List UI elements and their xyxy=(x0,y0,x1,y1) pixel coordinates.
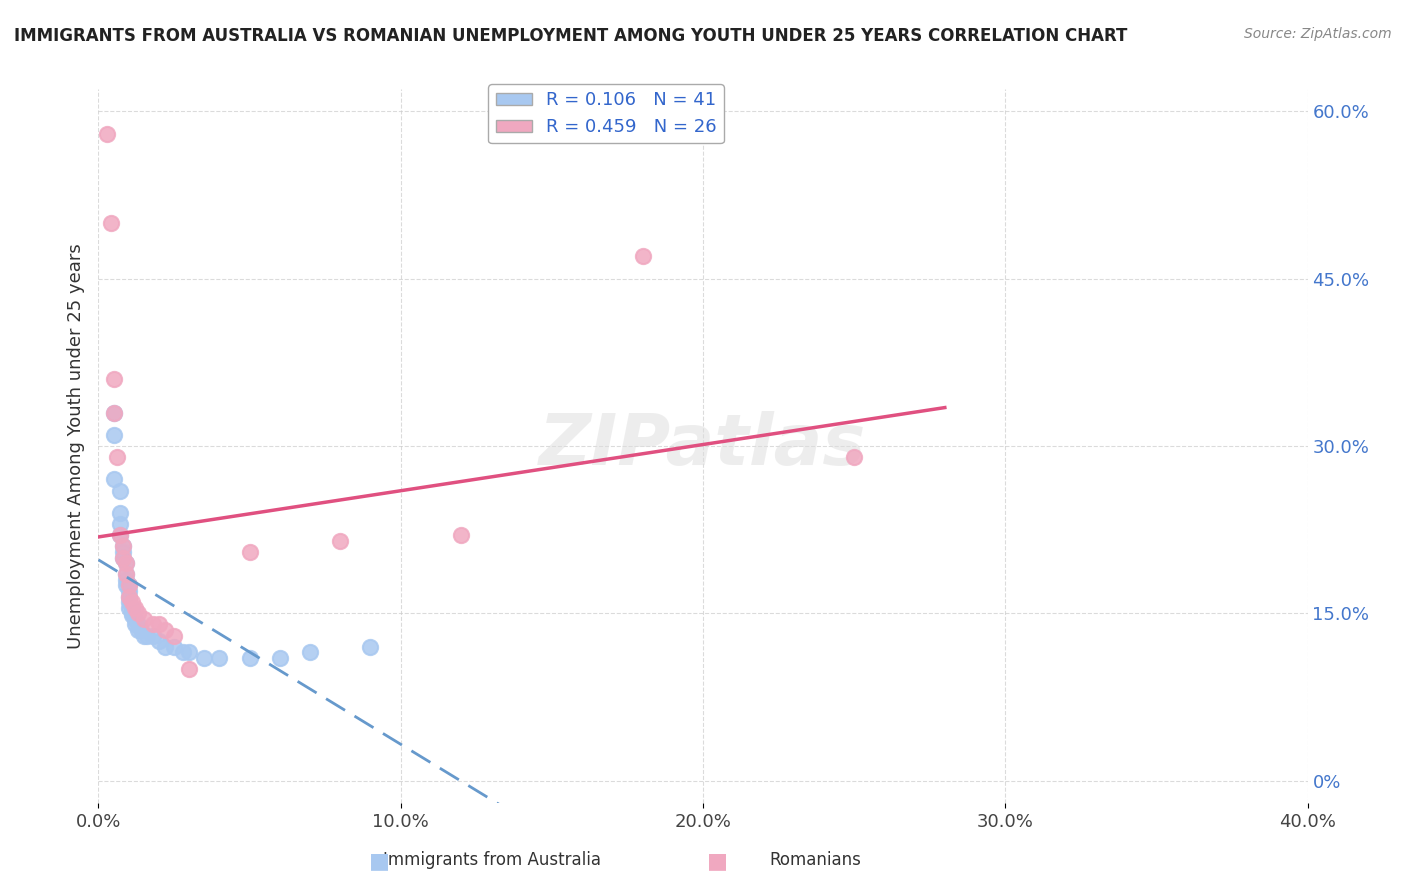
Point xyxy=(103,372,125,386)
Point xyxy=(114,567,136,582)
Text: Immigrants from Australia: Immigrants from Australia xyxy=(382,851,602,869)
Point xyxy=(118,590,141,604)
Legend: R = 0.106   N = 41, R = 0.459   N = 26: R = 0.106 N = 41, R = 0.459 N = 26 xyxy=(488,84,724,144)
Point xyxy=(153,623,176,637)
Point xyxy=(239,651,262,665)
Point xyxy=(208,651,231,665)
Point xyxy=(148,634,170,648)
Point xyxy=(329,533,352,548)
Point xyxy=(193,651,215,665)
Point xyxy=(450,528,472,542)
Point xyxy=(127,623,149,637)
Point xyxy=(100,216,122,230)
Text: ■: ■ xyxy=(707,851,727,871)
Point xyxy=(111,550,134,565)
Point xyxy=(111,539,134,553)
Point xyxy=(163,640,186,654)
Point xyxy=(127,617,149,632)
Point xyxy=(179,645,201,659)
Point xyxy=(118,583,141,598)
Point xyxy=(121,607,143,621)
Point xyxy=(108,528,131,542)
Point xyxy=(103,472,125,486)
Point xyxy=(118,595,141,609)
Point xyxy=(269,651,291,665)
Text: ZIPatlas: ZIPatlas xyxy=(540,411,866,481)
Point xyxy=(96,127,118,141)
Point xyxy=(631,249,654,264)
Point xyxy=(111,545,134,559)
Point xyxy=(111,539,134,553)
Point xyxy=(118,578,141,592)
Text: Romanians: Romanians xyxy=(769,851,862,869)
Point xyxy=(163,628,186,642)
Point xyxy=(121,595,143,609)
Point xyxy=(114,573,136,587)
Point xyxy=(299,645,322,659)
Point xyxy=(132,628,155,642)
Point xyxy=(844,450,866,464)
Y-axis label: Unemployment Among Youth under 25 years: Unemployment Among Youth under 25 years xyxy=(66,244,84,648)
Point xyxy=(103,405,125,419)
Point xyxy=(153,640,176,654)
Point xyxy=(179,662,201,676)
Point xyxy=(142,617,165,632)
Point xyxy=(114,578,136,592)
Point xyxy=(114,556,136,570)
Point xyxy=(129,623,152,637)
Point xyxy=(114,567,136,582)
Point xyxy=(121,600,143,615)
Point xyxy=(105,450,128,464)
Text: Source: ZipAtlas.com: Source: ZipAtlas.com xyxy=(1244,27,1392,41)
Point xyxy=(132,612,155,626)
Point xyxy=(111,550,134,565)
Point xyxy=(124,600,146,615)
Text: IMMIGRANTS FROM AUSTRALIA VS ROMANIAN UNEMPLOYMENT AMONG YOUTH UNDER 25 YEARS CO: IMMIGRANTS FROM AUSTRALIA VS ROMANIAN UN… xyxy=(14,27,1128,45)
Point xyxy=(121,608,143,623)
Point xyxy=(142,628,165,642)
Point xyxy=(108,483,131,498)
Point xyxy=(108,506,131,520)
Point xyxy=(127,607,149,621)
Point xyxy=(148,617,170,632)
Point xyxy=(103,427,125,442)
Point xyxy=(114,556,136,570)
Point xyxy=(108,516,131,531)
Point xyxy=(135,628,157,642)
Point xyxy=(172,645,194,659)
Point xyxy=(239,545,262,559)
Point xyxy=(124,612,146,626)
Point xyxy=(118,600,141,615)
Text: ■: ■ xyxy=(370,851,389,871)
Point xyxy=(103,405,125,419)
Point xyxy=(118,578,141,592)
Point xyxy=(118,590,141,604)
Point xyxy=(360,640,382,654)
Point xyxy=(108,528,131,542)
Point xyxy=(124,617,146,632)
